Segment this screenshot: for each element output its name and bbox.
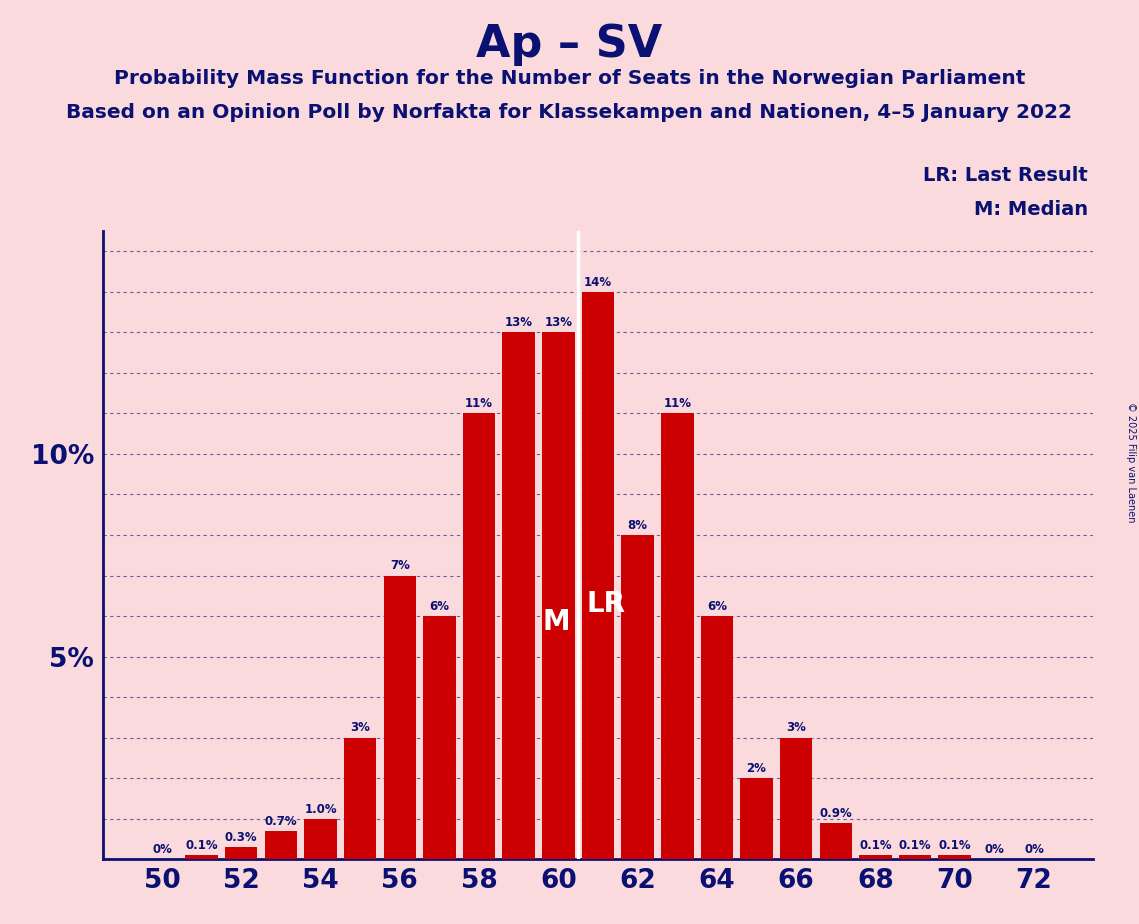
Text: 13%: 13% [505, 316, 533, 329]
Bar [820, 823, 852, 859]
Bar [939, 856, 970, 859]
Bar [700, 616, 734, 859]
Bar [304, 819, 337, 859]
Bar [542, 333, 574, 859]
Text: 0.7%: 0.7% [264, 815, 297, 828]
Text: 0%: 0% [151, 843, 172, 856]
Text: 0.1%: 0.1% [899, 839, 932, 852]
Text: M: Median: M: Median [974, 200, 1088, 219]
Text: M: M [542, 608, 571, 637]
Text: LR: Last Result: LR: Last Result [923, 166, 1088, 186]
Bar [502, 333, 535, 859]
Bar [384, 576, 416, 859]
Bar [424, 616, 456, 859]
Text: 7%: 7% [390, 559, 410, 572]
Bar [462, 413, 495, 859]
Text: LR: LR [587, 590, 625, 618]
Text: 3%: 3% [350, 722, 370, 735]
Bar [264, 831, 297, 859]
Bar [740, 778, 772, 859]
Text: © 2025 Filip van Laenen: © 2025 Filip van Laenen [1126, 402, 1136, 522]
Bar [226, 847, 257, 859]
Bar [582, 292, 614, 859]
Text: 3%: 3% [786, 722, 806, 735]
Bar [186, 856, 218, 859]
Text: Probability Mass Function for the Number of Seats in the Norwegian Parliament: Probability Mass Function for the Number… [114, 69, 1025, 89]
Text: 13%: 13% [544, 316, 572, 329]
Text: 14%: 14% [584, 275, 612, 288]
Text: 6%: 6% [429, 600, 450, 613]
Bar [899, 856, 932, 859]
Text: 1.0%: 1.0% [304, 803, 337, 816]
Text: Ap – SV: Ap – SV [476, 23, 663, 67]
Text: 0%: 0% [984, 843, 1005, 856]
Text: 6%: 6% [707, 600, 727, 613]
Text: 0.9%: 0.9% [819, 807, 852, 820]
Text: 8%: 8% [628, 518, 648, 532]
Text: 11%: 11% [465, 397, 493, 410]
Text: 0.3%: 0.3% [224, 831, 257, 844]
Bar [780, 737, 812, 859]
Bar [859, 856, 892, 859]
Text: 0%: 0% [1024, 843, 1044, 856]
Text: 0.1%: 0.1% [186, 839, 218, 852]
Text: 0.1%: 0.1% [939, 839, 972, 852]
Text: 2%: 2% [746, 762, 767, 775]
Text: 0.1%: 0.1% [859, 839, 892, 852]
Text: 11%: 11% [663, 397, 691, 410]
Bar [622, 535, 654, 859]
Bar [344, 737, 376, 859]
Bar [661, 413, 694, 859]
Text: Based on an Opinion Poll by Norfakta for Klassekampen and Nationen, 4–5 January : Based on an Opinion Poll by Norfakta for… [66, 103, 1073, 123]
